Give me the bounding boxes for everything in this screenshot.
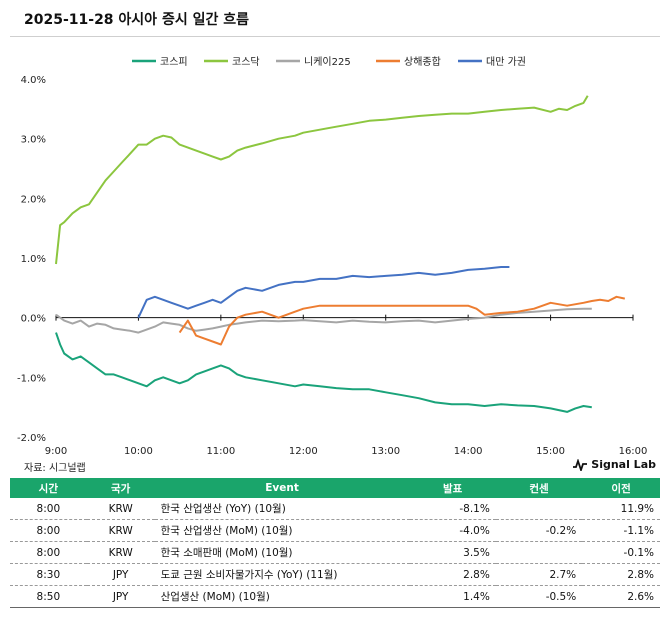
cell-consensus <box>495 541 583 564</box>
col-country-header: 국가 <box>86 478 155 498</box>
legend-label-0: 코스피 <box>160 56 188 68</box>
cell-actual: 2.8% <box>409 563 496 586</box>
cell-event: 산업생산 (MoM) (10월) <box>154 585 410 608</box>
economic-events-table: 시간 국가 Event 발표 컨센 이전 8:00 KRW 한국 산업생산 (Y… <box>10 478 660 608</box>
cell-event: 한국 소매판매 (MoM) (10월) <box>154 541 410 564</box>
legend-label-4: 대만 가권 <box>486 56 526 68</box>
col-previous-header: 이전 <box>582 478 660 498</box>
cell-consensus <box>495 498 583 520</box>
cell-event: 한국 산업생산 (MoM) (10월) <box>154 519 410 542</box>
chart-legend: 코스피 코스닥 니케이225 상해종합 대만 가권 <box>132 55 526 68</box>
cell-previous: 2.8% <box>582 563 660 586</box>
cell-actual: 1.4% <box>409 585 496 608</box>
table-row: 8:00 KRW 한국 소매판매 (MoM) (10월) 3.5% -0.1% <box>10 541 660 564</box>
cell-event: 한국 산업생산 (YoY) (10월) <box>154 498 410 520</box>
x-tick-label: 15:00 <box>536 446 565 457</box>
cell-previous: 2.6% <box>582 585 660 608</box>
cell-consensus: 2.7% <box>495 563 583 586</box>
y-tick-label: 3.0% <box>21 135 46 146</box>
x-tick-label: 11:00 <box>206 446 235 457</box>
chart-axes: 4.0% 3.0% 2.0% 1.0% 0.0% -1.0% -2.0% 9:00 10:00 1… <box>17 75 647 457</box>
cell-time: 8:30 <box>10 563 87 586</box>
col-event-header: Event <box>154 478 410 498</box>
x-tick-label: 13:00 <box>371 446 400 457</box>
series-line-1 <box>55 95 589 265</box>
chart-series <box>55 95 626 413</box>
cell-previous: 11.9% <box>582 498 660 520</box>
x-tick-label: 16:00 <box>619 446 648 457</box>
source-note: 자료: 시그널랩 <box>24 463 86 474</box>
col-time-header: 시간 <box>10 478 87 498</box>
cell-time: 8:00 <box>10 541 87 564</box>
cell-event: 도쿄 근원 소비자물가지수 (YoY) (11월) <box>154 563 410 586</box>
brand-name: Signal Lab <box>591 458 656 471</box>
cell-country: JPY <box>86 563 155 586</box>
table-row: 8:50 JPY 산업생산 (MoM) (10월) 1.4% -0.5% 2.6… <box>10 585 660 608</box>
col-consensus-header: 컨센 <box>495 478 583 498</box>
col-actual-header: 발표 <box>409 478 496 498</box>
cell-actual: -4.0% <box>409 519 496 542</box>
cell-actual: 3.5% <box>409 541 496 564</box>
series-line-3 <box>178 295 626 346</box>
cell-previous: -0.1% <box>582 541 660 564</box>
x-tick-label: 12:00 <box>289 446 318 457</box>
y-tick-label: 4.0% <box>21 75 46 86</box>
page-title: 2025-11-28 아시아 증시 일간 흐름 <box>24 12 249 28</box>
cell-consensus: -0.2% <box>495 519 583 542</box>
x-tick-label: 10:00 <box>124 446 153 457</box>
y-tick-label: 0.0% <box>21 314 46 325</box>
cell-time: 8:00 <box>10 498 87 520</box>
cell-actual: -8.1% <box>409 498 496 520</box>
cell-time: 8:50 <box>10 585 87 608</box>
cell-country: KRW <box>86 519 155 542</box>
table-row: 8:00 KRW 한국 산업생산 (YoY) (10월) -8.1% 11.9% <box>10 498 660 520</box>
table-row: 8:00 KRW 한국 산업생산 (MoM) (10월) -4.0% -0.2%… <box>10 519 660 542</box>
cell-consensus: -0.5% <box>495 585 583 608</box>
cell-country: JPY <box>86 585 155 608</box>
intraday-line-chart: 코스피 코스닥 니케이225 상해종합 대만 가권 4.0% 3.0% 2.0% 1.0% 0.… <box>17 55 647 457</box>
title-divider <box>10 36 660 37</box>
y-tick-label: -2.0% <box>17 433 46 444</box>
cell-country: KRW <box>86 541 155 564</box>
brand-logo: Signal Lab <box>573 458 656 471</box>
table-row: 8:30 JPY 도쿄 근원 소비자물가지수 (YoY) (11월) 2.8% … <box>10 563 660 586</box>
table-header-row: 시간 국가 Event 발표 컨센 이전 <box>10 478 660 498</box>
signal-wave-icon <box>573 458 588 471</box>
y-tick-label: 2.0% <box>21 194 46 205</box>
x-tick-label: 9:00 <box>45 446 67 457</box>
cell-country: KRW <box>86 498 155 520</box>
cell-previous: -1.1% <box>582 519 660 542</box>
series-line-4 <box>137 266 510 319</box>
y-tick-label: 1.0% <box>21 254 46 265</box>
cell-time: 8:00 <box>10 519 87 542</box>
legend-label-2: 니케이225 <box>304 56 351 68</box>
series-line-2 <box>55 307 592 334</box>
series-line-0 <box>55 332 592 413</box>
y-tick-label: -1.0% <box>17 373 46 384</box>
x-tick-label: 14:00 <box>454 446 483 457</box>
legend-label-1: 코스닥 <box>232 56 260 68</box>
legend-label-3: 상해종합 <box>404 55 441 68</box>
